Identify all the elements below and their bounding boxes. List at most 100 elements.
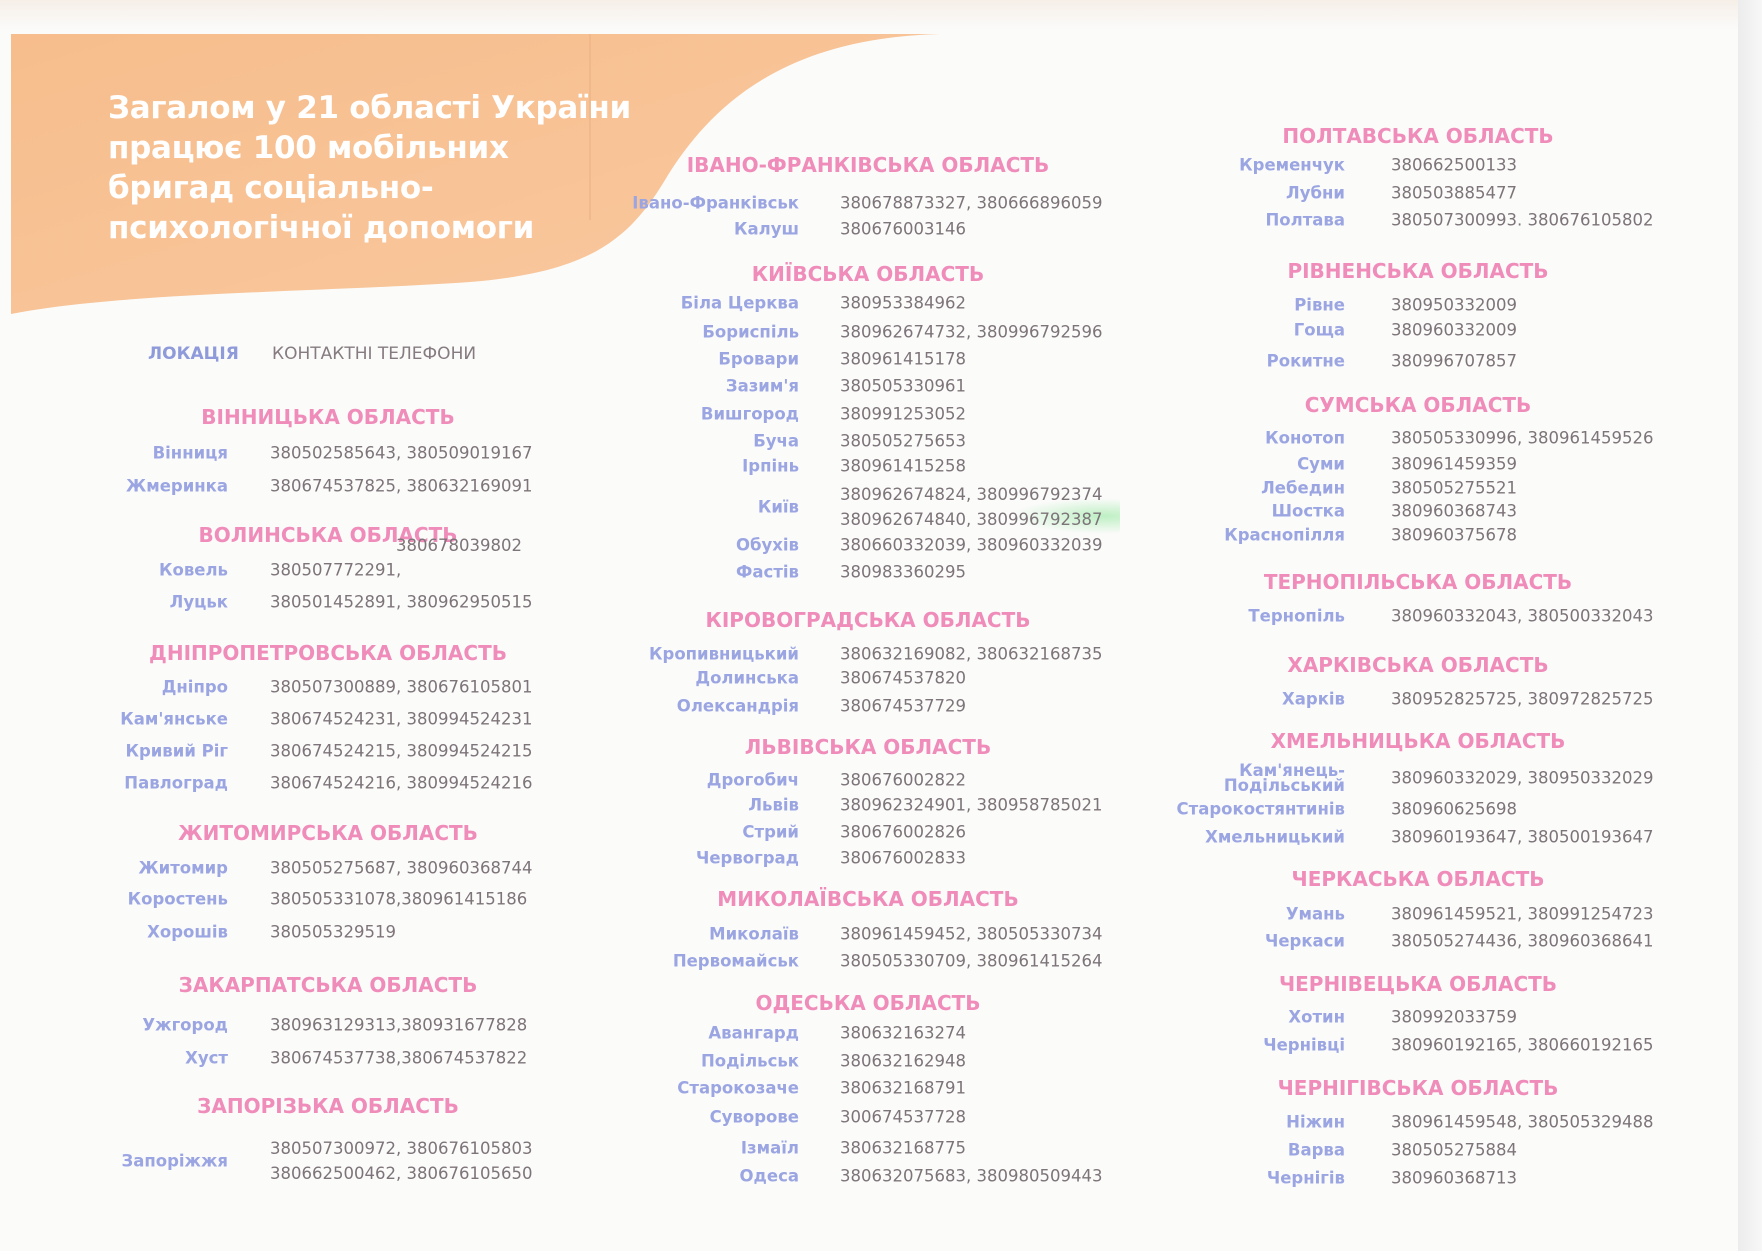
phone-numbers: 380505330996, 380961459526 [1391,426,1653,451]
city-label: Подільськ [700,1051,799,1071]
phone-line: 380505331078,380961415186 [270,889,528,909]
region-heading: РІВНЕНСЬКА ОБЛАСТЬ [1287,259,1549,283]
region-heading: ЧЕРНІВЕЦЬКА ОБЛАСТЬ [1278,972,1558,996]
city-label: Ніжин [1286,1112,1345,1132]
phone-line: 380960332043, 380500332043 [1391,606,1654,626]
phone-line: 380660332039, 380960332039 [840,535,1103,555]
orange-banner [11,34,940,314]
phone-numbers: 380961459359 [1391,452,1517,477]
phone-numbers: 380632168775 [840,1136,966,1161]
phone-line: 380632168791 [840,1078,966,1098]
city-label: Вінниця [152,443,228,463]
city-label: Кременчук [1239,155,1345,175]
city-label: Фастів [736,562,799,582]
page-edge-shadow [1738,0,1762,1251]
city-label: Івано-Франківськ [632,193,799,213]
banner-title: Загалом у 21 області України працює 100 … [108,90,631,246]
phone-line: 380960332029, 380950332029 [1391,768,1654,788]
phone-numbers: 380960192165, 380660192165 [1391,1033,1653,1058]
phone-numbers: 380961459521, 380991254723 [1391,902,1653,927]
region-heading: КИЇВСЬКА ОБЛАСТЬ [751,262,985,286]
phone-numbers: 380952825725, 380972825725 [1391,687,1653,712]
phone-line: 380502585643, 380509019167 [270,443,533,463]
phone-line: 380501452891, 380962950515 [270,592,533,612]
phone-line: 380674537738,380674537822 [270,1048,528,1068]
city-label: Ковель [159,560,228,580]
city-label: Гоща [1293,320,1345,340]
phone-numbers: 380505330709, 380961415264 [840,949,1102,974]
phone-numbers: 380505275653 [840,429,966,454]
overflow-phone-number: 380678039802 [396,536,522,555]
city-label: Чернігів [1266,1168,1345,1188]
city-label: Червоград [695,848,799,868]
city-label: Одеса [739,1166,799,1186]
city-label: Краснопілля [1224,525,1345,545]
phone-numbers: 380960332029, 380950332029 [1391,766,1653,791]
phones-column-header: КОНТАКТНІ ТЕЛЕФОНИ [272,344,477,364]
phone-numbers: 380960368713 [1391,1166,1517,1191]
phone-line: 380962324901, 380958785021 [840,795,1103,815]
region-heading: ЛЬВІВСЬКА ОБЛАСТЬ [744,735,992,759]
phone-numbers: 380962324901, 380958785021 [840,793,1102,818]
city-label: Хорошів [147,922,228,942]
phone-numbers: 380961459452, 380505330734 [840,922,1102,947]
region-heading: МИКОЛАЇВСЬКА ОБЛАСТЬ [717,887,1019,911]
region-heading: ЗАПОРІЗЬКА ОБЛАСТЬ [197,1094,459,1118]
phone-numbers: 380505274436, 380960368641 [1391,929,1653,954]
region-heading: ОДЕСЬКА ОБЛАСТЬ [755,991,981,1015]
city-label: Бориспіль [702,322,799,342]
phone-line: 380505330709, 380961415264 [840,951,1103,971]
phone-numbers: 380992033759 [1391,1005,1517,1030]
scan-top-shading [0,0,1762,30]
phone-line: 380996707857 [1391,351,1517,371]
phone-numbers: 380503885477 [1391,181,1517,206]
region-heading: ТЕРНОПІЛЬСЬКА ОБЛАСТЬ [1263,570,1573,594]
city-label: Первомайськ [672,951,799,971]
city-label: Суми [1297,454,1345,474]
city-label: Олександрія [676,696,799,716]
city-label: Умань [1285,904,1345,924]
phone-line: 380674524231, 380994524231 [270,709,533,729]
city-label: Обухів [735,535,799,555]
city-label: Луцьк [169,592,228,612]
region-heading: КІРОВОГРАДСЬКА ОБЛАСТЬ [705,608,1031,632]
phone-numbers: 380960332009 [1391,318,1517,343]
phone-numbers: 380501452891, 380962950515 [270,590,532,615]
city-label: Ізмаїл [740,1138,799,1158]
phone-numbers: 380505275884 [1391,1138,1517,1163]
region-heading: ПОЛТАВСЬКА ОБЛАСТЬ [1282,124,1554,148]
city-label: Коростень [127,889,228,909]
city-label: Павлоград [124,773,228,793]
phone-line: 380961459452, 380505330734 [840,924,1103,944]
region-heading: ЧЕРНІГІВСЬКА ОБЛАСТЬ [1277,1076,1559,1100]
phone-line: 380962674824, 380996792374 [840,485,1103,504]
phone-numbers: 380505330961 [840,374,966,399]
city-label: Чернівці [1263,1035,1345,1055]
phone-numbers: 380505329519 [270,920,396,945]
phone-line: 380505330961 [840,376,966,396]
phone-line: 380961459359 [1391,454,1517,474]
phone-numbers: 380960625698 [1391,797,1517,822]
city-label: Рівне [1294,295,1345,315]
city-label: Хуст [185,1048,228,1068]
phone-numbers: 380960332043, 380500332043 [1391,604,1653,629]
phone-line: 380503885477 [1391,183,1517,203]
phone-numbers: 380950332009 [1391,293,1517,318]
phone-line: 380632168775 [840,1138,966,1158]
phone-line: 380507300993. 380676105802 [1391,210,1654,230]
phone-line: 380961459548, 380505329488 [1391,1112,1654,1132]
city-label: Київ [757,497,799,517]
city-label: Хмельницький [1205,827,1345,847]
phone-line: 380674537825, 380632169091 [270,476,533,496]
city-label: Стрий [742,822,799,842]
phone-line: 380662500133 [1391,155,1517,175]
phone-line: 380505275653 [840,431,966,451]
phone-numbers: 380632162948 [840,1049,966,1074]
phone-numbers: 380961415258 [840,454,966,479]
phone-line: 380507300972, 380676105803 [270,1139,533,1158]
phone-line: 380953384962 [840,293,966,313]
region-heading: ВІННИЦЬКА ОБЛАСТЬ [201,405,455,429]
city-label: Львів [748,795,799,815]
city-label: Старокозаче [677,1078,799,1098]
phone-line: 380505329519 [270,922,396,942]
